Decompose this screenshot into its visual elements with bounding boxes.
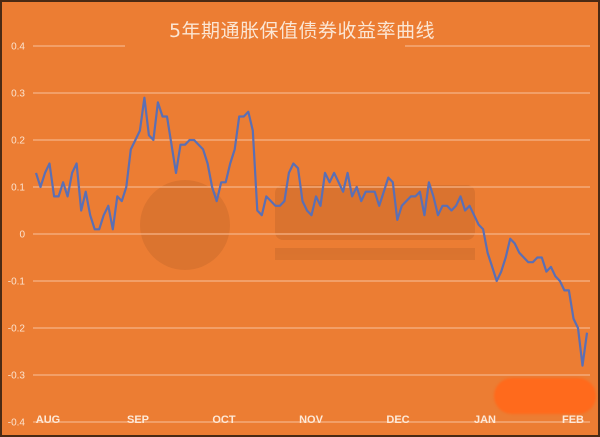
chart-title: 5年期通胀保值债券收益率曲线 xyxy=(168,20,436,42)
y-tick-label: -0.4 xyxy=(8,418,26,429)
y-tick-label: -0.3 xyxy=(8,371,26,382)
gridlines xyxy=(33,45,590,423)
y-tick-label: 0.2 xyxy=(11,136,25,147)
y-tick-label: -0.1 xyxy=(8,277,26,288)
yield-line xyxy=(34,96,589,367)
x-axis: AUG SEP OCT NOV DEC JAN FEB xyxy=(36,414,584,426)
y-tick-label: -0.2 xyxy=(8,324,26,335)
x-tick-label: DEC xyxy=(386,414,409,426)
watermark-logo xyxy=(140,180,475,270)
y-tick-label: 0.3 xyxy=(11,89,25,100)
y-tick-label: 0.1 xyxy=(11,183,25,194)
x-tick-label: FEB xyxy=(562,414,584,426)
x-tick-label: OCT xyxy=(212,414,236,426)
redaction-blot xyxy=(494,378,596,414)
y-tick-label: 0 xyxy=(19,230,25,241)
y-tick-label: 0.4 xyxy=(11,42,25,53)
x-tick-label: NOV xyxy=(299,414,324,426)
x-tick-label: AUG xyxy=(36,414,60,426)
y-axis: 0.4 0.3 0.2 0.1 0 -0.1 -0.2 -0.3 -0.4 xyxy=(8,42,26,429)
x-tick-label: JAN xyxy=(474,414,496,426)
x-tick-label: SEP xyxy=(127,414,149,426)
